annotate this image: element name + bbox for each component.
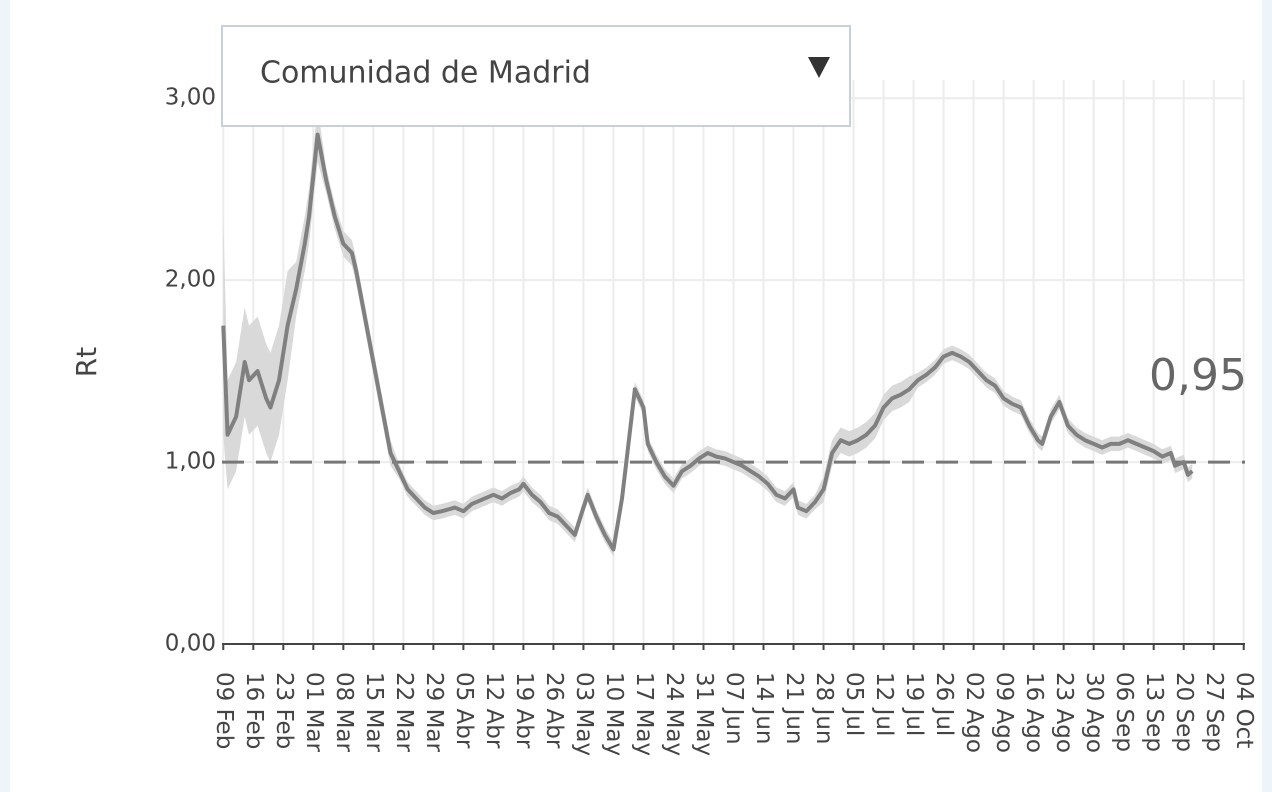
x-tick-label: 23 Feb xyxy=(271,672,297,749)
x-tick-label: 06 Sep xyxy=(1111,672,1137,752)
x-tick-label: 15 Mar xyxy=(361,672,387,753)
dropdown-arrow[interactable] xyxy=(808,57,830,78)
x-tick-label: 08 Mar xyxy=(331,672,357,753)
annotation: 0,95 xyxy=(1149,350,1247,401)
x-tick-label: 02 Ago xyxy=(961,672,987,753)
x-tick-label: 03 May xyxy=(571,672,597,756)
x-tick-label: 09 Feb xyxy=(211,672,237,749)
x-tick-label: 17 May xyxy=(631,672,657,756)
x-tick-label: 23 Ago xyxy=(1051,672,1077,753)
x-tick-label: 24 May xyxy=(661,672,687,756)
x-tick-label: 28 Jun xyxy=(811,672,837,745)
x-tick-label: 12 Jul xyxy=(871,672,897,736)
y-tick-label: 1,00 xyxy=(165,449,216,475)
x-tick-label: 20 Sep xyxy=(1171,672,1197,752)
x-tick-label: 29 Mar xyxy=(421,672,447,753)
x-tick-label: 26 Jul xyxy=(931,672,957,736)
x-tick-label: 09 Ago xyxy=(991,672,1017,753)
x-tick-label: 07 Jun xyxy=(721,672,747,745)
x-tick-label: 21 Jun xyxy=(781,672,807,745)
x-tick-label: 30 Ago xyxy=(1081,672,1107,753)
x-tick-label: 26 Abr xyxy=(541,672,567,749)
y-tick-label: 0,00 xyxy=(165,631,216,657)
x-tick-label: 13 Sep xyxy=(1141,672,1167,752)
y-tick-label: 2,00 xyxy=(165,267,216,293)
x-tick-label: 16 Feb xyxy=(241,672,267,749)
dropdown-box[interactable] xyxy=(221,25,851,127)
x-tick-label: 10 May xyxy=(601,672,627,756)
rt-line xyxy=(221,132,1194,552)
dropdown-text[interactable]: Comunidad de Madrid xyxy=(260,56,591,91)
x-tick-label: 22 Mar xyxy=(391,672,417,753)
x-tick-label: 04 Oct xyxy=(1231,672,1257,748)
x-tick-label: 05 Abr xyxy=(451,672,477,749)
x-tick-label: 01 Mar xyxy=(301,672,327,753)
y-axis-label: Rt xyxy=(70,347,103,377)
plot-area: 0,00 1,00 2,00 3,00 09 Feb 16 Feb 23 Feb 01 Mar… xyxy=(165,80,1257,756)
x-tick-label: 05 Jul xyxy=(841,672,867,736)
x-tick-label: 19 Abr xyxy=(511,672,537,749)
x-tick-label: 14 Jun xyxy=(751,672,777,745)
dropdown[interactable]: Comunidad de Madrid xyxy=(221,25,851,127)
x-tick-label: 19 Jul xyxy=(901,672,927,736)
x-tick-label: 12 Abr xyxy=(481,672,507,749)
y-tick-label: 3,00 xyxy=(165,85,216,111)
x-tick-label: 27 Sep xyxy=(1201,672,1227,752)
x-tick-label: 16 Ago xyxy=(1021,672,1047,753)
x-tick-label: 31 May xyxy=(691,672,717,756)
